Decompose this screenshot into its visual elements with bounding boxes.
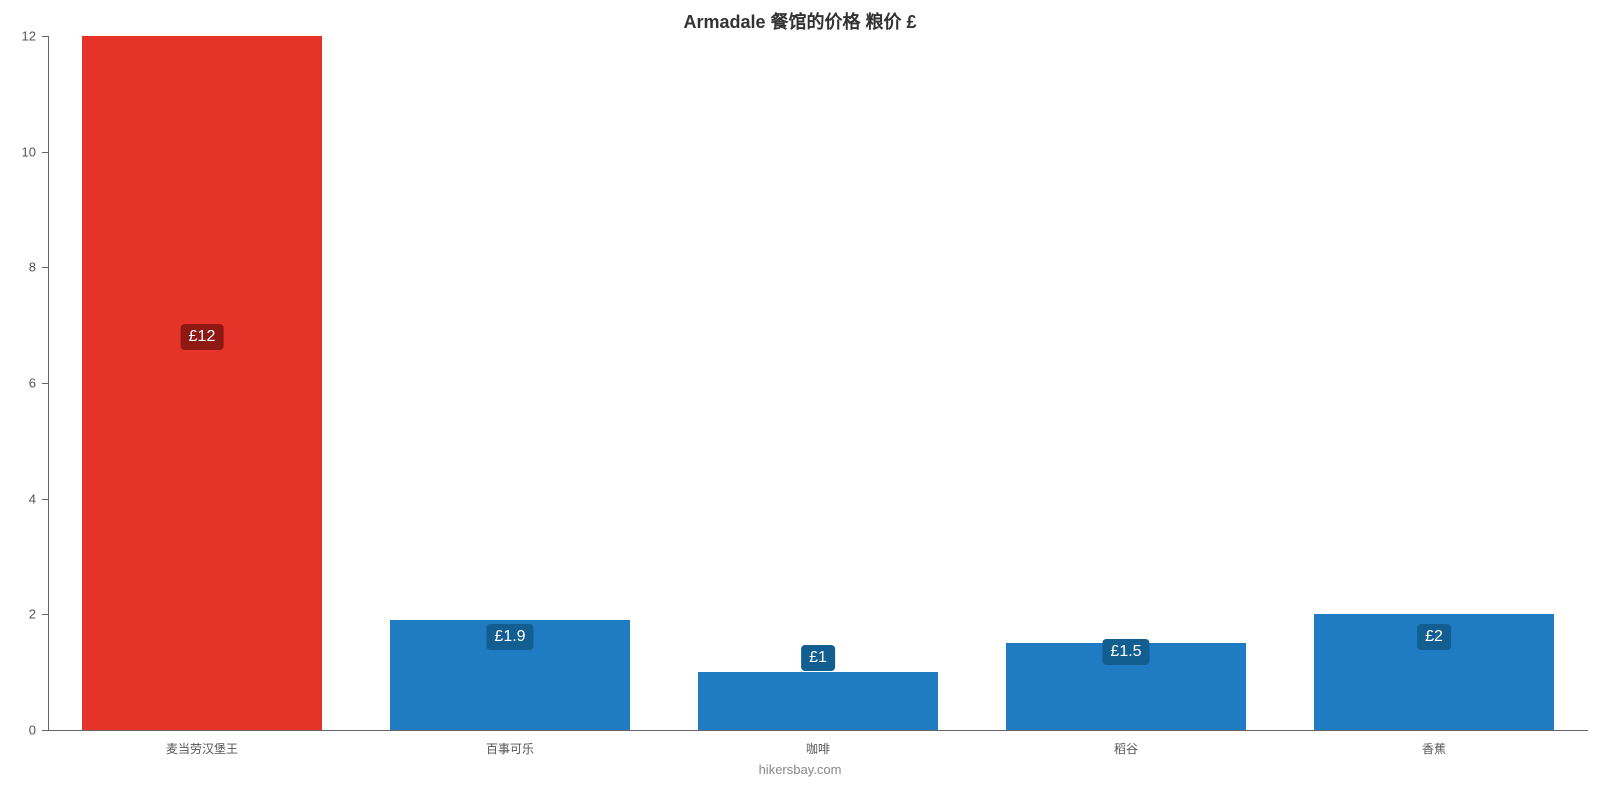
y-tick-label: 8 [6, 260, 36, 275]
bar [82, 36, 322, 730]
x-tick-label: 咖啡 [806, 740, 830, 757]
y-tick-mark [42, 730, 48, 731]
bar-value-label: £12 [181, 324, 224, 350]
bar-value-label: £1.9 [486, 624, 533, 650]
chart-title: Armadale 餐馆的价格 粮价 £ [0, 8, 1600, 34]
x-tick-label: 稻谷 [1114, 740, 1138, 757]
bar-value-label: £2 [1417, 624, 1451, 650]
x-tick-label: 香蕉 [1422, 740, 1446, 757]
y-tick-mark [42, 36, 48, 37]
bar-value-label: £1.5 [1102, 639, 1149, 665]
x-axis-line [48, 730, 1588, 731]
y-tick-mark [42, 383, 48, 384]
y-tick-label: 2 [6, 607, 36, 622]
y-tick-label: 12 [6, 29, 36, 44]
y-tick-mark [42, 499, 48, 500]
y-tick-mark [42, 152, 48, 153]
bar [698, 672, 938, 730]
y-tick-label: 10 [6, 144, 36, 159]
y-tick-mark [42, 614, 48, 615]
plot-area: 024681012£12麦当劳汉堡王£1.9百事可乐£1咖啡£1.5稻谷£2香蕉 [48, 36, 1588, 730]
price-bar-chart: Armadale 餐馆的价格 粮价 £ 024681012£12麦当劳汉堡王£1… [0, 0, 1600, 800]
y-axis-line [48, 36, 49, 730]
x-tick-label: 百事可乐 [486, 740, 534, 757]
y-tick-label: 6 [6, 376, 36, 391]
source-attribution: hikersbay.com [0, 762, 1600, 777]
bar-value-label: £1 [801, 645, 835, 671]
y-tick-label: 0 [6, 723, 36, 738]
y-tick-label: 4 [6, 491, 36, 506]
y-tick-mark [42, 267, 48, 268]
x-tick-label: 麦当劳汉堡王 [166, 740, 238, 757]
